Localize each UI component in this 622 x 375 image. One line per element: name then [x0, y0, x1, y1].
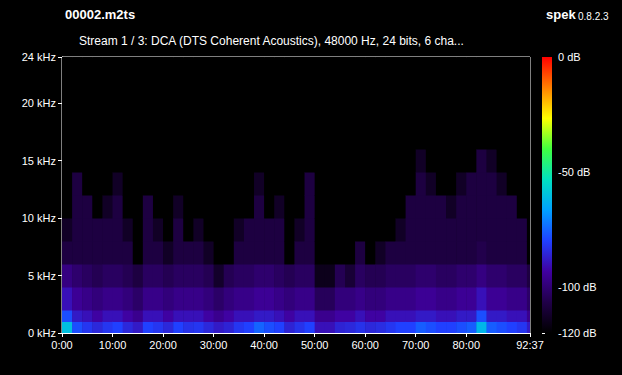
svg-text:24 kHz: 24 kHz: [22, 51, 56, 63]
svg-text:70:00: 70:00: [402, 339, 430, 351]
svg-text:0.8.2.3: 0.8.2.3: [578, 11, 609, 22]
svg-text:60:00: 60:00: [351, 339, 379, 351]
svg-text:0:00: 0:00: [51, 339, 72, 351]
svg-text:00002.m2ts: 00002.m2ts: [65, 7, 135, 22]
svg-text:10:00: 10:00: [99, 339, 127, 351]
svg-text:92:37: 92:37: [516, 339, 544, 351]
svg-text:0 dB: 0 dB: [558, 51, 581, 63]
svg-text:50:00: 50:00: [301, 339, 329, 351]
svg-text:spek: spek: [546, 7, 576, 22]
svg-text:-100 dB: -100 dB: [558, 281, 597, 293]
svg-text:40:00: 40:00: [250, 339, 278, 351]
svg-text:20 kHz: 20 kHz: [22, 97, 56, 109]
svg-text:Stream 1 / 3: DCA (DTS Coheren: Stream 1 / 3: DCA (DTS Coherent Acoustic…: [79, 34, 464, 48]
svg-text:30:00: 30:00: [200, 339, 228, 351]
svg-text:15 kHz: 15 kHz: [22, 155, 56, 167]
svg-text:80:00: 80:00: [452, 339, 480, 351]
svg-text:20:00: 20:00: [149, 339, 177, 351]
svg-text:0 kHz: 0 kHz: [28, 327, 56, 339]
svg-text:5 kHz: 5 kHz: [28, 270, 56, 282]
svg-text:10 kHz: 10 kHz: [22, 212, 56, 224]
svg-text:-120 dB: -120 dB: [558, 327, 597, 339]
svg-text:-50 dB: -50 dB: [558, 166, 590, 178]
